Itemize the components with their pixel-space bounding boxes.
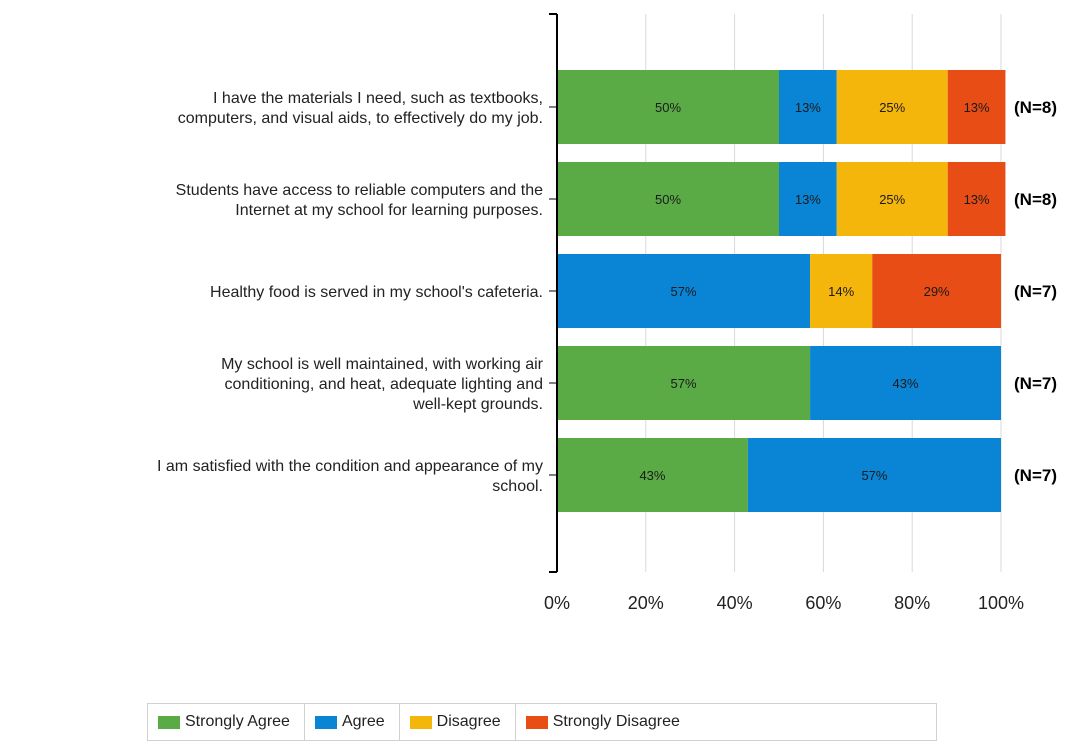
y-axis (549, 13, 558, 573)
x-tick-labels: 0% 20% 40% 60% 80% 100% (544, 593, 1024, 613)
n-label: (N=8) (1014, 98, 1057, 117)
category-label-line: My school is well maintained, with worki… (221, 356, 544, 373)
bar-segment (947, 70, 1006, 144)
bar-segment (810, 254, 873, 328)
data-label: 43% (639, 468, 665, 483)
n-label: (N=7) (1014, 282, 1057, 301)
bar-segment (557, 346, 811, 420)
legend-item: Disagree (400, 704, 516, 740)
bar-segment (836, 70, 948, 144)
category-label: My school is well maintained, with worki… (221, 356, 544, 413)
category-label-line: Healthy food is served in my school's ca… (210, 284, 543, 301)
data-label: 13% (795, 100, 821, 115)
bar-segment (557, 254, 811, 328)
category-label: I am satisfied with the condition and ap… (157, 458, 543, 495)
data-label: 13% (964, 100, 990, 115)
data-label: 25% (879, 192, 905, 207)
category-label-line: I have the materials I need, such as tex… (213, 90, 543, 107)
legend-swatch (158, 716, 180, 729)
n-labels: (N=8) (N=8) (N=7) (N=7) (N=7) (1014, 98, 1057, 485)
legend-item: Agree (305, 704, 400, 740)
data-label: 43% (893, 376, 919, 391)
legend-label: Agree (341, 713, 385, 730)
x-tick-label: 80% (894, 593, 930, 613)
category-label-line: I am satisfied with the condition and ap… (157, 458, 543, 475)
n-label: (N=8) (1014, 190, 1057, 209)
x-tick-label: 40% (717, 593, 753, 613)
data-label: 13% (964, 192, 990, 207)
x-tick-label: 0% (544, 593, 570, 613)
data-label: 25% (879, 100, 905, 115)
legend-swatch (525, 716, 548, 729)
legend-item: Strongly Disagree (516, 704, 694, 740)
bar-segment (779, 70, 837, 144)
n-label: (N=7) (1014, 374, 1057, 393)
x-tick-label: 100% (978, 593, 1024, 613)
legend-label: Strongly Disagree (552, 713, 680, 730)
bar-segment (779, 162, 837, 236)
x-tick-label: 20% (628, 593, 664, 613)
data-label: 50% (655, 192, 681, 207)
bar-segment (947, 162, 1006, 236)
bar-segment (810, 346, 1001, 420)
x-tick-label: 60% (805, 593, 841, 613)
legend-swatch (409, 716, 432, 729)
legend-swatch (314, 716, 337, 729)
category-label-line: school. (492, 478, 543, 495)
data-label: 57% (671, 284, 697, 299)
data-label: 13% (795, 192, 821, 207)
bar-segment (836, 162, 948, 236)
data-label: 14% (828, 284, 854, 299)
legend-item: Strongly Agree (148, 704, 305, 740)
bar-segment (557, 70, 779, 144)
data-label: 57% (861, 468, 887, 483)
data-label: 57% (671, 376, 697, 391)
category-label-line: well-kept grounds. (412, 396, 543, 413)
category-label-line: Internet at my school for learning purpo… (235, 202, 543, 219)
category-label-line: Students have access to reliable compute… (176, 182, 543, 199)
bar-segment (557, 162, 779, 236)
bar-segment (872, 254, 1001, 328)
data-label: 29% (924, 284, 950, 299)
category-label: Healthy food is served in my school's ca… (210, 284, 543, 301)
bar-segment (747, 438, 1001, 512)
category-labels: I have the materials I need, such as tex… (157, 90, 544, 495)
data-label: 50% (655, 100, 681, 115)
bar-segment (557, 438, 748, 512)
category-label-line: computers, and visual aids, to effective… (178, 110, 543, 127)
legend-label: Disagree (436, 713, 501, 730)
legend: Strongly Agree Agree Disagree Strongly Disa… (147, 703, 937, 741)
category-label-line: conditioning, and heat, adequate lightin… (225, 376, 543, 393)
bars: 50% 13% 25% 13% 50% 13% 25% 13% 57% 14% 29% 57% 43% 4… (557, 70, 1006, 512)
category-label: I have the materials I need, such as tex… (178, 90, 543, 127)
legend-label: Strongly Agree (185, 713, 290, 730)
category-label: Students have access to reliable compute… (176, 182, 543, 219)
n-label: (N=7) (1014, 466, 1057, 485)
